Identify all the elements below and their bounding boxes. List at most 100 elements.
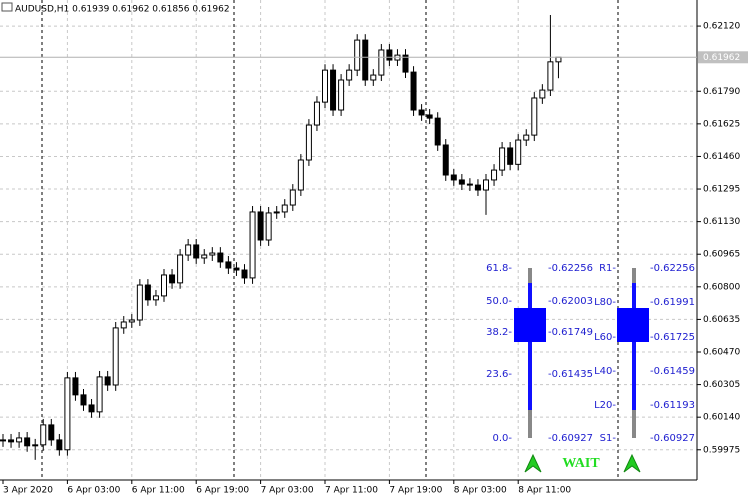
y-tick-label: 0.61790 [703,87,740,97]
candle-body [410,71,417,111]
y-tick-label: 0.61130 [703,217,740,227]
current-price-label: 0.61962 [703,53,740,63]
fib-level: -0.61749 [548,327,593,338]
candle-body [305,124,312,161]
candle-body [104,376,111,386]
candle-body [386,49,393,61]
candle-body [434,117,441,146]
candle-body [185,244,192,256]
candle-body [193,244,200,259]
candles [0,15,562,460]
arrow-icon [623,453,641,473]
candle-body [120,321,127,329]
candle-body [88,404,95,413]
candle-body [161,274,167,297]
candle-body [539,89,546,99]
candle-body [177,254,184,284]
candle-body [112,327,119,386]
signal-text: WAIT [562,456,600,471]
candle-body [378,49,385,76]
y-tick-label: 0.60800 [703,282,740,292]
candle-body [24,437,31,447]
range-box [617,308,649,342]
current-price-box [698,51,748,64]
candle-body [547,61,554,91]
candle-body [515,139,522,165]
x-tick-label: 6 Apr 03:00 [67,486,120,496]
day-separators [41,0,619,480]
x-tick-label: 6 Apr 11:00 [132,486,185,496]
candle-body [531,97,538,136]
y-tick-label: 0.60635 [703,315,740,325]
y-tick-label: 0.60140 [703,413,740,423]
x-tick-label: 3 Apr 2020 [3,486,53,496]
candle-body [209,252,216,256]
candle-body [0,439,6,442]
candle-body [241,269,248,279]
y-tick-label: 0.60305 [703,380,740,390]
candle-body [297,159,304,191]
level-label: L40- [594,366,616,377]
x-tick-label: 6 Apr 19:00 [196,486,249,496]
x-tick-label: 7 Apr 11:00 [325,486,378,496]
candle-body [48,424,55,441]
candle-body [32,444,39,447]
y-tick-label: 0.59975 [703,445,740,455]
candle-body [338,79,345,111]
candle-body [402,54,409,73]
y-tick-label: 0.62120 [703,22,740,32]
fib-level: -0.62003 [548,296,593,307]
candle-body [555,56,562,63]
candle-body [273,211,280,214]
y-tick-label: 0.61625 [703,119,740,129]
level-value: -0.60927 [650,433,695,444]
candle-body [450,174,457,181]
x-tick-label: 8 Apr 03:00 [454,486,507,496]
x-tick-label: 8 Apr 11:00 [518,486,571,496]
level-value: -0.61991 [650,297,695,308]
candle-body [499,147,506,171]
level-label: L80- [594,297,616,308]
y-tick-label: 0.61460 [703,152,740,162]
candle-body [72,377,79,396]
candle-body [426,114,433,119]
candle-body [322,69,328,103]
level-label: S1- [600,433,617,444]
fib-label: 61.8- [486,263,512,274]
candle-body [474,184,481,191]
candle-body [507,147,514,165]
candle-body [56,439,63,451]
candle-body [152,295,159,301]
candle-body [8,439,15,443]
candle-body [523,134,530,141]
y-tick-label: 0.60470 [703,348,740,358]
level-label: L60- [594,332,616,343]
level-value: -0.62256 [650,263,695,274]
candle-body [370,74,377,81]
candle-body [16,437,23,443]
candle-body [233,267,240,271]
candle-body [96,376,103,413]
level-value: -0.61725 [650,332,695,343]
fib-panel [514,268,546,438]
chart-title: AUDUSD,H1 0.61939 0.61962 0.61856 0.6196… [15,5,230,15]
candle-body [169,274,176,284]
fib-label: 0.0- [492,433,512,444]
candle-body [80,394,87,406]
candle-body [418,109,425,116]
candle-body [330,69,337,111]
candle-body [281,204,288,213]
candle-body [466,183,473,186]
candle-body [201,254,208,259]
candle-body [491,169,498,181]
candle-body [346,69,353,81]
candle-body [265,212,272,241]
candle-body [257,211,264,241]
level-panel [617,268,649,438]
candle-body [144,284,151,301]
range-box [514,308,546,342]
fib-label: 38.2- [486,327,512,338]
level-value: -0.61193 [650,400,695,411]
x-tick-label: 7 Apr 03:00 [261,486,314,496]
